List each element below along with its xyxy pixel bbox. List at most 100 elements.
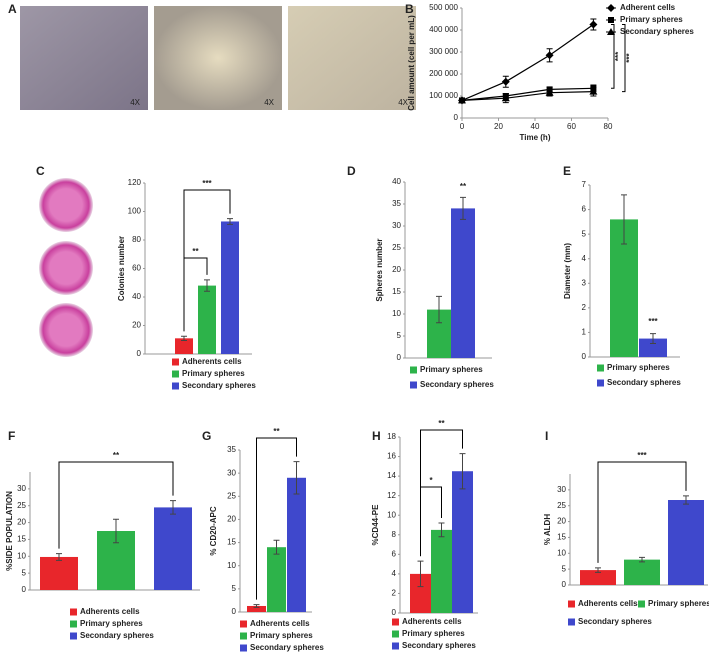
marker (607, 4, 615, 12)
legend-label: Secondary spheres (620, 27, 694, 36)
y-tick-label: 1 (582, 328, 587, 337)
significance: *** (625, 52, 634, 62)
y-tick-label: 14 (387, 471, 396, 480)
bar (287, 477, 306, 612)
y-tick-label: 40 (392, 177, 401, 186)
y-axis-label: % CD20-APC (209, 506, 218, 556)
legend-swatch (240, 644, 247, 652)
significance: ** (113, 451, 120, 460)
bar (40, 556, 78, 590)
y-tick-label: 5 (562, 564, 567, 573)
error-bar (181, 335, 187, 341)
legend-swatch (568, 618, 575, 626)
y-axis-label: Spheres number (375, 238, 384, 301)
legend-label: Adherents cells (402, 617, 462, 626)
y-tick-label: 20 (17, 518, 26, 527)
significance: *** (614, 51, 623, 61)
panel-letter: B (405, 2, 414, 16)
bar (175, 338, 193, 354)
marker (608, 17, 614, 23)
legend-label: Secondary spheres (420, 380, 494, 389)
legend-label: Adherent cells (620, 3, 676, 12)
bar (198, 285, 216, 354)
y-tick-label: 5 (232, 584, 237, 593)
legend-label: Adherents cells (250, 619, 310, 628)
marker (545, 51, 554, 60)
significance-bracket (256, 437, 297, 600)
magnification: 4X (398, 98, 408, 107)
significance-bracket (183, 189, 231, 332)
petri-dish (39, 303, 93, 357)
legend-label: Adherents cells (182, 357, 242, 366)
error-bar (683, 495, 689, 505)
significance: ** (438, 419, 445, 428)
y-tick-label: 30 (17, 484, 26, 493)
legend-swatch (172, 382, 179, 390)
marker (589, 87, 598, 95)
y-axis-label: Diameter (mm) (563, 243, 572, 299)
y-tick-label: 20 (132, 321, 141, 330)
y-tick-label: 60 (132, 264, 141, 273)
marker (545, 88, 554, 96)
panel-letter: F (8, 429, 15, 443)
y-tick-label: 25 (17, 501, 26, 510)
y-tick-label: 4 (582, 254, 587, 263)
y-tick-label: 100 (128, 207, 142, 216)
x-axis-label: Time (h) (520, 133, 551, 142)
legend-label: Primary spheres (80, 619, 143, 628)
x-tick-label: 20 (494, 122, 503, 131)
y-axis-label: % ALDH (543, 514, 552, 545)
legend-swatch (410, 381, 417, 389)
y-tick-label: 6 (392, 549, 397, 558)
marker (501, 94, 510, 102)
bar (668, 500, 704, 585)
error-bar (438, 522, 445, 538)
y-tick-label: 30 (227, 468, 236, 477)
y-tick-label: 500 000 (429, 3, 458, 12)
y-tick-label: 3 (582, 278, 587, 287)
y-tick-label: 25 (227, 491, 236, 500)
y-axis-label: Cell amount (cell per mL) (407, 15, 416, 111)
legend-label: Primary spheres (648, 599, 709, 608)
y-tick-label: 20 (392, 265, 401, 274)
y-tick-label: 0 (22, 585, 27, 594)
legend-swatch (568, 600, 575, 608)
petri-dish (39, 178, 93, 232)
legend-swatch (240, 620, 247, 628)
legend-swatch (638, 600, 645, 608)
error-bar (170, 500, 176, 515)
micrograph (288, 6, 416, 110)
marker (458, 96, 466, 104)
legend-label: Adherents cells (578, 599, 638, 608)
y-tick-label: 0 (232, 607, 237, 616)
panel-letter: G (202, 429, 211, 443)
legend-swatch (172, 358, 179, 366)
bar (624, 559, 660, 585)
error-bar (639, 556, 645, 563)
panel-letter: I (545, 429, 548, 443)
marker (607, 28, 615, 35)
y-tick-label: 25 (557, 501, 566, 510)
error-bar (113, 518, 119, 544)
y-tick-label: 2 (582, 303, 587, 312)
bar (452, 471, 473, 613)
y-tick-label: 120 (128, 178, 142, 187)
bar (580, 570, 616, 585)
legend-label: Secondary spheres (250, 643, 324, 652)
y-tick-label: 200 000 (429, 69, 458, 78)
significance: *** (648, 317, 658, 326)
y-tick-label: 16 (387, 452, 396, 461)
significance: *** (637, 451, 647, 460)
legend-swatch (597, 364, 604, 372)
panel-letter: C (36, 164, 45, 178)
bar (154, 507, 192, 590)
y-tick-label: 7 (582, 180, 587, 189)
bar (639, 338, 667, 357)
y-tick-label: 0 (582, 352, 587, 361)
error-bar (56, 553, 62, 561)
y-tick-label: 18 (387, 432, 396, 441)
legend-swatch (392, 642, 399, 650)
y-tick-label: 5 (22, 568, 27, 577)
bar (247, 605, 266, 612)
